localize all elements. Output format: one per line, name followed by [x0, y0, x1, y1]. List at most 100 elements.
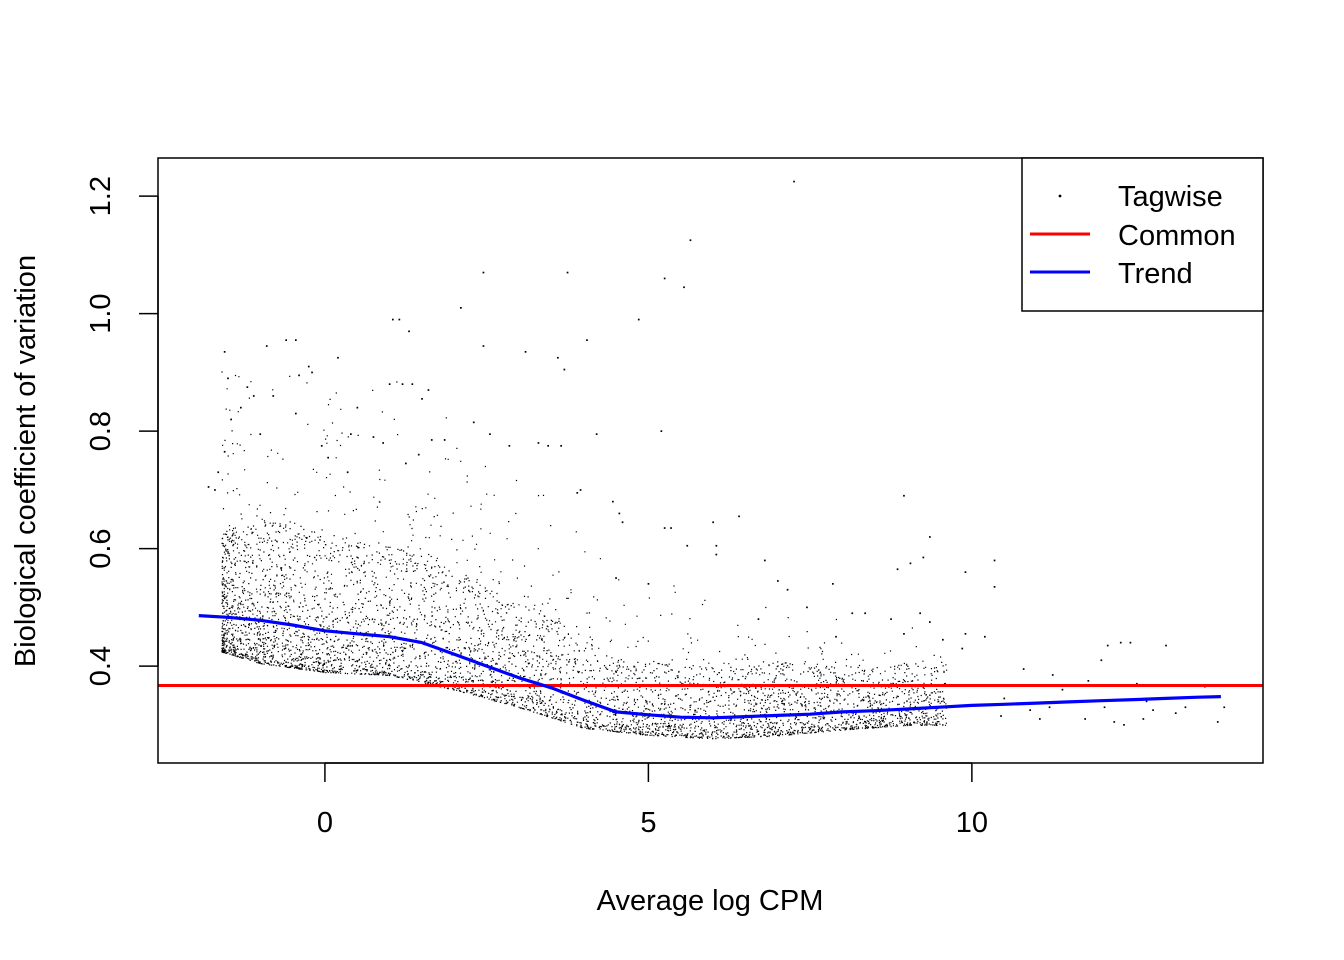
tagwise-point	[993, 559, 996, 562]
tagwise-point	[259, 433, 262, 435]
tagwise-point	[1100, 659, 1103, 662]
tagwise-point	[1123, 724, 1125, 726]
tagwise-point	[715, 553, 718, 556]
tagwise-point	[670, 527, 672, 529]
tagwise-point	[214, 489, 216, 491]
tagwise-point	[227, 377, 229, 380]
tagwise-point	[1165, 644, 1167, 647]
y-tick-label: 1.0	[85, 293, 117, 333]
tagwise-point	[961, 647, 964, 650]
tagwise-point	[786, 588, 789, 591]
tagwise-cloud-points	[221, 371, 948, 740]
tagwise-point	[398, 318, 401, 321]
tagwise-point	[1145, 700, 1148, 703]
tagwise-point	[1184, 706, 1187, 709]
series-lines	[158, 614, 1263, 720]
tagwise-point	[1174, 712, 1177, 714]
tagwise-point	[909, 562, 912, 565]
tagwise-point	[663, 277, 666, 280]
tagwise-point	[1003, 697, 1006, 700]
y-axis-label: Biological coefficient of variation	[10, 255, 42, 667]
tagwise-point	[922, 556, 925, 559]
tagwise-point	[579, 489, 582, 491]
tagwise-point	[421, 398, 423, 400]
tagwise-point	[757, 618, 760, 620]
tagwise-point	[408, 330, 410, 333]
tagwise-point	[489, 433, 491, 435]
tagwise-point	[806, 606, 808, 609]
tagwise-point	[595, 433, 598, 435]
x-axis: 0 5 10	[317, 762, 988, 839]
tagwise-point	[1103, 706, 1106, 709]
tagwise-point	[712, 521, 714, 524]
tagwise-point	[1152, 709, 1154, 711]
tagwise-point	[942, 638, 944, 641]
tagwise-point	[1022, 668, 1025, 670]
tagwise-point	[265, 345, 268, 347]
tagwise-point	[618, 512, 621, 515]
tagwise-point	[346, 471, 349, 474]
tagwise-point	[964, 633, 967, 635]
tagwise-point	[230, 418, 232, 421]
tagwise-point	[350, 433, 352, 435]
x-tick-label: 5	[640, 807, 656, 839]
tagwise-point	[327, 456, 329, 459]
tagwise-point	[427, 389, 430, 391]
tagwise-point	[1106, 644, 1109, 647]
tagwise-point	[964, 571, 967, 573]
legend: Tagwise Common Trend	[1021, 157, 1264, 312]
tagwise-point	[307, 365, 310, 368]
tagwise-point	[392, 318, 394, 321]
tagwise-point	[482, 345, 485, 347]
x-axis-label: Average log CPM	[597, 885, 824, 917]
tagwise-point	[612, 500, 614, 503]
tagwise-point	[411, 383, 414, 385]
tagwise-point	[524, 351, 527, 353]
tagwise-point	[984, 635, 986, 638]
tagwise-point	[621, 521, 624, 524]
y-tick-label: 0.8	[85, 411, 117, 451]
tagwise-point	[240, 406, 242, 409]
tagwise-point	[890, 618, 892, 620]
tagwise-point	[460, 307, 462, 309]
tagwise-point	[401, 383, 404, 385]
tagwise-point	[337, 356, 339, 359]
tagwise-point	[1136, 682, 1138, 685]
tagwise-point	[864, 612, 866, 615]
tagwise-point	[472, 421, 475, 424]
tagwise-point	[851, 612, 854, 615]
tagwise-point	[777, 580, 779, 582]
tagwise-point	[686, 544, 689, 547]
tagwise-point	[683, 286, 685, 289]
trend-line	[198, 614, 1221, 720]
tagwise-point	[647, 583, 650, 585]
tagwise-point	[295, 412, 297, 415]
tagwise-point	[311, 371, 313, 374]
y-axis: 0.4 0.6 0.8 1.0 1.2	[85, 176, 159, 686]
tagwise-point	[443, 439, 446, 441]
tagwise-point	[223, 351, 226, 353]
tagwise-point	[295, 339, 297, 341]
legend-label-common: Common	[1118, 220, 1236, 252]
tagwise-point	[1113, 721, 1116, 723]
tagwise-point	[508, 445, 511, 447]
tagwise-point	[1087, 680, 1090, 682]
legend-tagwise-marker	[1058, 194, 1062, 198]
tagwise-point	[903, 633, 905, 635]
tagwise-point	[929, 536, 931, 538]
legend-label-trend: Trend	[1118, 258, 1193, 290]
tagwise-point	[356, 406, 359, 409]
tagwise-point	[1061, 688, 1064, 691]
tagwise-point	[1051, 674, 1054, 676]
tagwise-point	[793, 180, 795, 183]
tagwise-point	[372, 436, 375, 438]
tagwise-point	[557, 356, 559, 359]
tagwise-point	[560, 445, 562, 447]
tagwise-point	[430, 439, 433, 441]
tagwise-point	[1039, 718, 1041, 720]
tagwise-point	[1223, 706, 1226, 709]
tagwise-point	[919, 612, 921, 615]
tagwise-point	[576, 492, 579, 494]
